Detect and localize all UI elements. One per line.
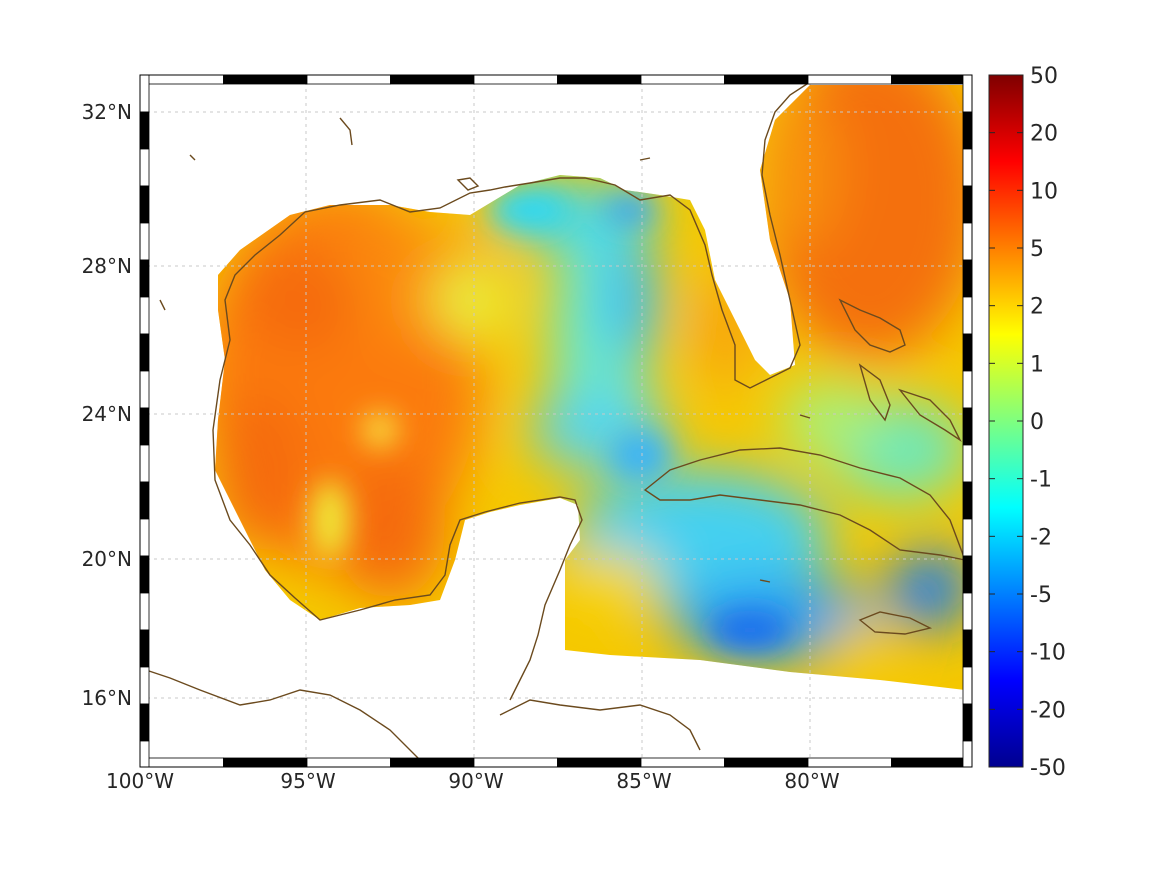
lat-label-24: 24°N	[82, 402, 132, 426]
frame-segment	[139, 296, 150, 335]
frame-segment	[962, 333, 973, 372]
frame-segment	[891, 757, 973, 768]
lon-label-80: 80°W	[784, 769, 839, 793]
frame-segment	[473, 74, 558, 85]
lat-label-20: 20°N	[82, 547, 132, 571]
frame-segment	[962, 296, 973, 335]
frame-segment	[807, 74, 892, 85]
frame-segment	[139, 407, 150, 446]
frame-segment	[962, 222, 973, 261]
frame-outline	[139, 74, 973, 768]
frame-segment	[962, 185, 973, 224]
frame-segment	[962, 259, 973, 298]
colorbar-label: -1	[1030, 468, 1052, 493]
frame-segment	[139, 666, 150, 705]
frame-segment	[807, 757, 892, 768]
colorbar-label: -20	[1030, 698, 1066, 723]
frame-segment	[139, 444, 150, 483]
frame-segment	[139, 74, 150, 113]
colorbar-label: 1	[1030, 352, 1044, 377]
frame-segment	[139, 333, 150, 372]
colorbar-label: 5	[1030, 237, 1044, 262]
frame-segment	[557, 74, 642, 85]
colorbar-label: -5	[1030, 583, 1052, 608]
frame-segment	[962, 592, 973, 631]
lon-label-100: 100°W	[106, 769, 174, 793]
frame-segment	[139, 148, 150, 187]
frame-segment	[962, 518, 973, 557]
map-frame	[139, 74, 973, 768]
frame-segment	[223, 74, 308, 85]
frame-segment	[390, 74, 475, 85]
frame-segment	[139, 518, 150, 557]
frame-segment	[139, 185, 150, 224]
frame-segment	[473, 757, 558, 768]
frame-segment	[724, 74, 809, 85]
frame-segment	[962, 370, 973, 409]
frame-segment	[962, 481, 973, 520]
frame-segment	[223, 757, 308, 768]
frame-segment	[962, 148, 973, 187]
frame-segment	[962, 666, 973, 705]
frame-segment	[724, 757, 809, 768]
map-gridlines	[140, 75, 972, 767]
lat-label-28: 28°N	[82, 254, 132, 278]
frame-segment	[139, 629, 150, 668]
frame-segment	[962, 407, 973, 446]
frame-segment	[640, 757, 725, 768]
colorbar-label: 2	[1030, 295, 1044, 320]
frame-segment	[962, 74, 973, 113]
colorbar-label: -10	[1030, 641, 1066, 666]
frame-segment	[390, 757, 475, 768]
latitude-labels: 32°N 28°N 24°N 20°N 16°N	[82, 100, 132, 710]
frame-segment	[139, 222, 150, 261]
frame-segment	[139, 259, 150, 298]
colorbar-label: -2	[1030, 525, 1052, 550]
frame-segment	[139, 111, 150, 150]
colorbar-label: 10	[1030, 179, 1058, 204]
longitude-labels: 100°W 95°W 90°W 85°W 80°W	[106, 769, 840, 793]
coastline	[139, 81, 967, 761]
lon-label-95: 95°W	[280, 769, 335, 793]
frame-segment	[962, 111, 973, 150]
frame-segment	[640, 74, 725, 85]
colorbar-label: 0	[1030, 410, 1044, 435]
data-field	[215, 85, 965, 690]
lat-label-32: 32°N	[82, 100, 132, 124]
frame-segment	[962, 444, 973, 483]
colorbar-label: 20	[1030, 122, 1058, 147]
frame-segment	[962, 555, 973, 594]
frame-segment	[139, 592, 150, 631]
frame-segment	[962, 740, 973, 768]
colorbar-label: -50	[1030, 756, 1066, 781]
frame-segment	[306, 757, 391, 768]
frame-segment	[557, 757, 642, 768]
frame-segment	[139, 703, 150, 742]
lat-label-16: 16°N	[82, 686, 132, 710]
lon-label-85: 85°W	[616, 769, 671, 793]
frame-segment	[139, 555, 150, 594]
frame-segment	[139, 370, 150, 409]
frame-segment	[139, 481, 150, 520]
colorbar-label: 50	[1030, 64, 1058, 89]
frame-segment	[306, 74, 391, 85]
frame-segment	[962, 629, 973, 668]
frame-segment	[139, 74, 224, 85]
frame-segment	[891, 74, 973, 85]
frame-segment	[139, 740, 150, 768]
frame-segment	[139, 757, 224, 768]
lon-label-90: 90°W	[448, 769, 503, 793]
frame-segment	[962, 703, 973, 742]
